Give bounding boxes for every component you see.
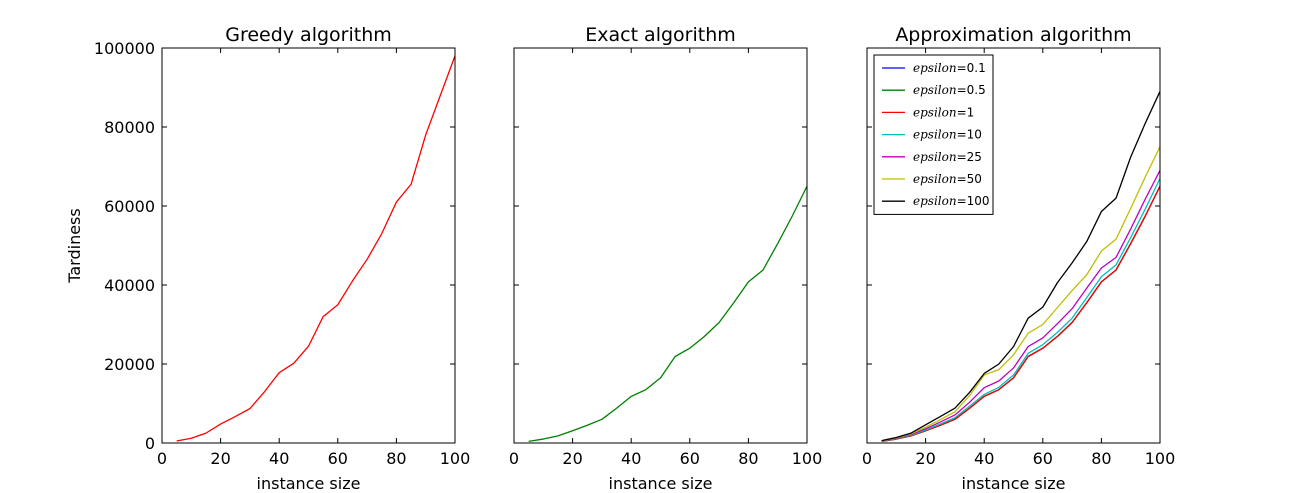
y-tick-label: 0 bbox=[145, 434, 155, 453]
y-axis-label: Tardiness bbox=[65, 208, 84, 283]
x-tick-label: 60 bbox=[328, 449, 348, 468]
series-line-3 bbox=[881, 185, 1161, 443]
x-tick-label: 80 bbox=[386, 449, 406, 468]
chart-title: Approximation algorithm bbox=[895, 24, 1131, 46]
x-tick-label: 60 bbox=[680, 449, 700, 468]
subplot-1: 0 20 40 60 80 100 0 20000 40000 60000 80000 100000 G… bbox=[65, 24, 470, 493]
subplot-2: 0 20 40 60 80 100 Exact algorithm instance size bbox=[509, 24, 822, 493]
x-tick-label: 40 bbox=[269, 449, 289, 468]
legend-label: epsilon=25 bbox=[913, 150, 982, 164]
x-tick-label: 0 bbox=[157, 449, 167, 468]
x-axis-label: instance size bbox=[609, 474, 713, 493]
x-tick-label: 40 bbox=[974, 449, 994, 468]
series-line-1 bbox=[176, 55, 456, 442]
legend-label: epsilon=0.1 bbox=[913, 61, 986, 75]
y-tick-label: 60000 bbox=[104, 197, 155, 216]
series-line-2 bbox=[881, 185, 1161, 443]
x-axis-label: instance size bbox=[962, 474, 1066, 493]
legend: epsilon=0.1 epsilon=0.5 epsilon=1 epsilon=1… bbox=[873, 54, 994, 215]
y-tick-label: 80000 bbox=[104, 118, 155, 137]
subplot-3: 0 20 40 60 80 100 Approximation algorithm insta… bbox=[862, 24, 1175, 493]
chart-title: Exact algorithm bbox=[585, 24, 736, 46]
x-tick-label: 100 bbox=[792, 449, 823, 468]
x-tick-label: 20 bbox=[915, 449, 935, 468]
series-line-1 bbox=[881, 185, 1161, 443]
axes-frame bbox=[513, 47, 808, 444]
x-tick-label: 100 bbox=[1145, 449, 1176, 468]
axes-frame bbox=[866, 47, 1161, 444]
series-line-6 bbox=[881, 146, 1161, 442]
legend-label: epsilon=100 bbox=[913, 194, 990, 208]
x-tick-label: 20 bbox=[562, 449, 582, 468]
series-line-4 bbox=[881, 178, 1161, 442]
series-line-7 bbox=[881, 91, 1161, 442]
series-line-1 bbox=[528, 185, 808, 443]
legend-label: epsilon=0.5 bbox=[913, 83, 986, 97]
legend-label: epsilon=1 bbox=[913, 105, 974, 119]
x-tick-label: 80 bbox=[738, 449, 758, 468]
legend-label: epsilon=50 bbox=[913, 172, 982, 186]
x-tick-label: 0 bbox=[862, 449, 872, 468]
x-tick-label: 100 bbox=[440, 449, 471, 468]
y-tick-label: 40000 bbox=[104, 276, 155, 295]
x-tick-label: 60 bbox=[1033, 449, 1053, 468]
axes-frame bbox=[161, 47, 456, 444]
x-tick-label: 80 bbox=[1091, 449, 1111, 468]
y-tick-label: 100000 bbox=[94, 39, 155, 58]
x-tick-label: 0 bbox=[509, 449, 519, 468]
y-tick-label: 20000 bbox=[104, 355, 155, 374]
series-line-5 bbox=[881, 170, 1161, 442]
legend-label: epsilon=10 bbox=[913, 128, 982, 142]
chart-title: Greedy algorithm bbox=[225, 24, 392, 46]
x-tick-label: 40 bbox=[621, 449, 641, 468]
x-tick-label: 20 bbox=[210, 449, 230, 468]
x-axis-label: instance size bbox=[257, 474, 361, 493]
